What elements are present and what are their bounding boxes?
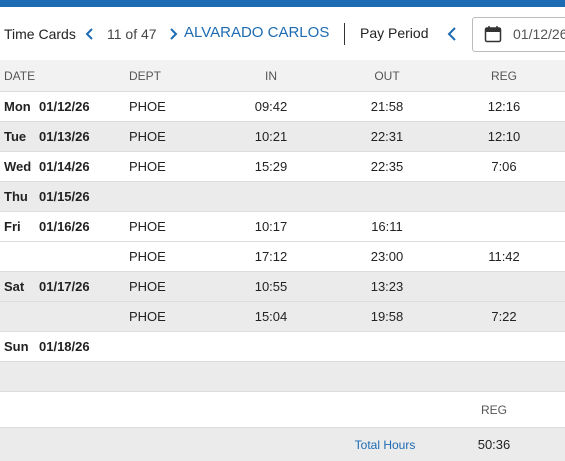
date: 01/18/26 (39, 339, 90, 354)
table-row: Tue 01/13/26 PHOE 10:21 22:31 12:10 (0, 122, 565, 152)
cell-out: 21:58 (370, 99, 404, 114)
cell-in: 17:12 (254, 249, 288, 264)
cell-out: 23:00 (370, 249, 404, 264)
header: Time Cards 11 of 47 ALVARADO CARLOS Pay … (0, 7, 565, 60)
cell-out: 13:23 (370, 279, 404, 294)
table-row: Wed 01/14/26 PHOE 15:29 22:35 7:06 (0, 152, 565, 182)
totals-row: Total Hours 50:36 (0, 428, 565, 461)
day: Tue (4, 129, 27, 144)
empty-row (0, 362, 565, 392)
cell-in: 10:21 (254, 129, 288, 144)
column-header: DATE DEPT IN OUT REG (0, 60, 565, 92)
cell-dept: PHOE (129, 219, 166, 234)
column-label: OUT (374, 69, 400, 83)
column-label: IN (265, 69, 277, 83)
day: Sat (4, 279, 25, 294)
day: Sun (4, 339, 29, 354)
employee[interactable]: ALVARADO CARLOS (184, 24, 330, 41)
day: Wed (4, 159, 32, 174)
column-label: DATE (4, 69, 36, 83)
day: Fri (4, 219, 21, 234)
cell-reg: 12:10 (487, 129, 521, 144)
cell-in: 10:55 (254, 279, 288, 294)
table-row: PHOE 15:04 19:58 7:22 (0, 302, 565, 332)
column-label: REG (490, 69, 517, 83)
cell-dept: PHOE (129, 309, 166, 324)
cell-dept: PHOE (129, 159, 166, 174)
date: 01/17/26 (39, 279, 90, 294)
divider (344, 23, 345, 45)
top-bar (0, 0, 565, 7)
date-input[interactable]: 01/12/26 (472, 17, 565, 52)
cell-dept: PHOE (129, 129, 166, 144)
period-prev[interactable] (446, 26, 458, 42)
period-label: Pay Period (360, 25, 429, 41)
title: Time Cards (4, 26, 76, 42)
totals-column: REG (480, 403, 507, 417)
date: 01/15/26 (39, 189, 90, 204)
cell-out: 22:35 (370, 159, 404, 174)
day: Mon (4, 99, 31, 114)
totals-label: Total Hours (354, 438, 416, 452)
cell-reg: 11:42 (488, 249, 520, 264)
day: Thu (4, 189, 28, 204)
cell-in: 15:04 (254, 309, 288, 324)
table-row: Mon 01/12/26 PHOE 09:42 21:58 12:16 (0, 92, 565, 122)
cell-in: 10:17 (254, 219, 288, 234)
date: 01/12/26 (39, 99, 90, 114)
table-row: Fri 01/16/26 PHOE 10:17 16:11 (0, 212, 565, 242)
table-row: Sat 01/17/26 PHOE 10:55 13:23 (0, 272, 565, 302)
cell-dept: PHOE (129, 279, 166, 294)
cell-reg: 12:16 (487, 99, 521, 114)
table-row: PHOE 17:12 23:00 11:42 (0, 242, 565, 272)
calendar-icon[interactable] (484, 25, 502, 43)
totals-value: 50:36 (477, 437, 511, 452)
cell-reg: 7:06 (491, 159, 517, 174)
period-date: 01/12/26 (513, 26, 565, 42)
cell-out: 19:58 (370, 309, 404, 324)
cell-dept: PHOE (129, 249, 166, 264)
cell-reg: 7:22 (491, 309, 517, 324)
next-button[interactable] (168, 27, 178, 41)
date: 01/14/26 (39, 159, 90, 174)
pager: 11 of 47 (107, 26, 157, 42)
prev-button[interactable] (85, 27, 95, 41)
column-label: DEPT (129, 69, 162, 83)
date: 01/16/26 (39, 219, 90, 234)
table-row: Sun 01/18/26 (0, 332, 565, 362)
cell-out: 16:11 (371, 219, 403, 234)
table-row: Thu 01/15/26 (0, 182, 565, 212)
cell-in: 15:29 (254, 159, 288, 174)
cell-out: 22:31 (370, 129, 404, 144)
cell-dept: PHOE (129, 99, 166, 114)
cell-in: 09:42 (254, 99, 288, 114)
date: 01/13/26 (39, 129, 90, 144)
totals-header: REG (0, 392, 565, 428)
